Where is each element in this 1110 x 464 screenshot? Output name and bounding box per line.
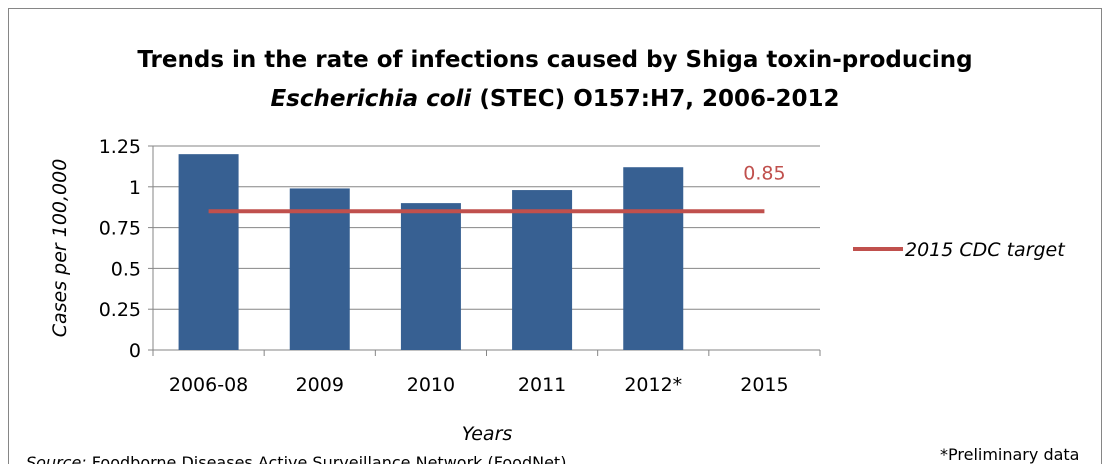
y-axis-label: Cases per 100,000 xyxy=(49,159,71,338)
y-tick-label: 1 xyxy=(129,177,141,199)
chart-title: Trends in the rate of infections caused … xyxy=(137,47,972,73)
x-axis-label: Years xyxy=(462,423,513,445)
y-tick-label: 1.25 xyxy=(99,136,141,158)
bar xyxy=(289,188,350,350)
bar xyxy=(512,190,573,350)
data-label: 0.85 xyxy=(743,162,785,184)
legend-label: 2015 CDC target xyxy=(905,239,1066,261)
source-label: Source: xyxy=(26,453,87,464)
source-text: Foodborne Diseases Active Surveillance N… xyxy=(92,453,567,464)
x-tick-label: 2015 xyxy=(740,374,788,396)
note: *Preliminary data xyxy=(940,445,1079,464)
chart-title: Escherichia coli (STEC) O157:H7, 2006-20… xyxy=(270,86,839,112)
bar xyxy=(400,203,461,350)
chart-title-italic: Escherichia coli xyxy=(270,86,472,112)
bar xyxy=(623,167,684,350)
x-tick-label: 2009 xyxy=(296,374,344,396)
y-tick-label: 0.25 xyxy=(99,299,141,321)
x-tick-label: 2006-08 xyxy=(169,374,248,396)
x-tick-label: 2011 xyxy=(518,374,566,396)
y-tick-label: 0.75 xyxy=(99,218,141,240)
x-tick-label: 2012* xyxy=(624,374,682,396)
source: Source: Foodborne Diseases Active Survei… xyxy=(26,453,566,464)
chart-title-rest: (STEC) O157:H7, 2006-2012 xyxy=(479,86,839,112)
bar xyxy=(178,154,239,350)
x-tick-label: 2010 xyxy=(407,374,455,396)
y-tick-label: 0.5 xyxy=(111,258,141,280)
y-tick-label: 0 xyxy=(129,340,141,362)
